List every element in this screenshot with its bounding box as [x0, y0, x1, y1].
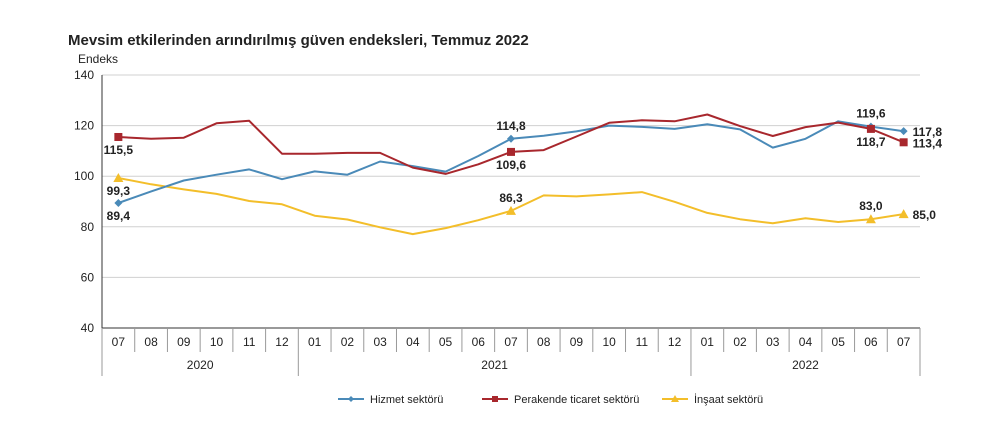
chart-title: Mevsim etkilerinden arındırılmış güven e…: [68, 32, 529, 49]
legend-entry: İnşaat sektörü: [694, 393, 763, 406]
data-point-marker: [898, 209, 909, 219]
y-tick-labels: 40 60 80 100 120 140: [74, 68, 94, 335]
x-tick-label: 01: [701, 335, 715, 349]
data-labels: 89,4 99,3 115,5 114,8 109,6 86,3 119,6 118,7 83,…: [104, 107, 943, 223]
data-point-marker: [866, 124, 875, 133]
x-tick-label: 11: [243, 335, 256, 349]
data-point-marker: [899, 138, 908, 147]
axes: [101, 75, 920, 329]
x-tick-label: 07: [897, 335, 911, 349]
data-label: 83,0: [859, 199, 883, 213]
x-tick-label: 06: [472, 335, 486, 349]
x-tick-label: 08: [144, 335, 158, 349]
x-tick-label: 11: [636, 335, 649, 349]
data-label: 85,0: [913, 208, 937, 222]
x-tick-label: 10: [602, 335, 616, 349]
data-label: 115,5: [104, 143, 134, 157]
legend-marker: [671, 395, 679, 402]
data-label: 109,6: [496, 158, 526, 172]
y-tick-label: 40: [81, 321, 95, 335]
x-axis-categories: 07 08 09 10 11 12 01 02 03 04 05 06 07 08 09 10 11 12 01 02…: [101, 328, 921, 376]
legend-marker: [348, 396, 354, 402]
x-tick-label: 04: [799, 335, 813, 349]
data-label: 117,8: [913, 125, 943, 139]
x-tick-label: 06: [864, 335, 878, 349]
legend-entry: Perakende ticaret sektörü: [514, 394, 639, 406]
x-tick-label: 07: [112, 335, 126, 349]
data-point-marker: [899, 127, 908, 136]
x-tick-label: 08: [537, 335, 551, 349]
x-tick-label: 03: [373, 335, 387, 349]
x-tick-label: 09: [570, 335, 584, 349]
data-label: 99,3: [107, 184, 131, 198]
x-tick-label: 07: [504, 335, 518, 349]
y-tick-label: 120: [74, 119, 94, 133]
data-point-marker: [113, 172, 124, 182]
year-label: 2020: [187, 358, 214, 372]
y-tick-label: 60: [81, 270, 95, 284]
data-label: 113,4: [913, 136, 943, 150]
data-point-marker: [114, 132, 123, 141]
year-label: 2021: [481, 358, 508, 372]
x-tick-label: 12: [668, 335, 682, 349]
data-point-marker: [507, 147, 515, 156]
y-tick-label: 140: [74, 68, 94, 82]
y-axis-label: Endeks: [78, 52, 118, 66]
data-label: 89,4: [107, 209, 131, 223]
x-tick-label: 04: [406, 335, 420, 349]
data-label: 114,8: [496, 119, 526, 133]
series-markers: [113, 122, 909, 224]
y-tick-label: 100: [74, 169, 94, 183]
legend-entry: Hizmet sektörü: [370, 394, 443, 406]
x-tick-label: 05: [832, 335, 846, 349]
x-tick-label: 12: [275, 335, 289, 349]
data-label: 118,7: [856, 135, 886, 149]
data-point-marker: [114, 199, 123, 208]
x-tick-label: 01: [308, 335, 322, 349]
legend: Hizmet sektörü Perakende ticaret sektörü İ…: [338, 393, 763, 406]
year-label: 2022: [792, 358, 819, 372]
x-tick-label: 10: [210, 335, 224, 349]
y-tick-label: 80: [81, 220, 95, 234]
x-tick-label: 05: [439, 335, 453, 349]
data-point-marker: [506, 205, 516, 215]
x-tick-label: 09: [177, 335, 191, 349]
x-tick-label: 02: [733, 335, 747, 349]
x-tick-label: 02: [341, 335, 355, 349]
data-label: 86,3: [499, 191, 523, 205]
x-tick-label: 03: [766, 335, 780, 349]
data-point-marker: [507, 134, 515, 143]
data-point-marker: [865, 214, 876, 224]
legend-marker: [492, 396, 498, 402]
data-label: 119,6: [856, 107, 886, 121]
gridlines: [102, 74, 920, 278]
